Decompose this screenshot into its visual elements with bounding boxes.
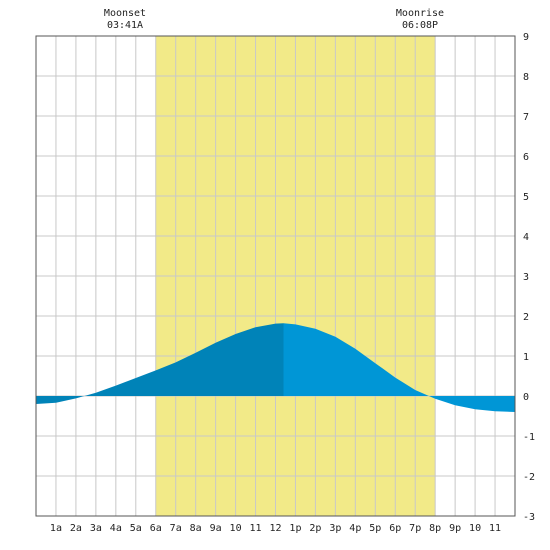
x-tick-label: 7p xyxy=(409,523,421,534)
x-tick-label: 8a xyxy=(190,523,202,534)
tide-area-falling xyxy=(283,323,515,412)
y-tick-label: 2 xyxy=(523,312,529,323)
moonset-label: Moonset xyxy=(104,8,146,19)
x-tick-label: 11 xyxy=(489,523,501,534)
x-tick-label: 4p xyxy=(349,523,361,534)
y-tick-label: -2 xyxy=(523,472,535,483)
y-tick-label: 0 xyxy=(523,392,529,403)
grid xyxy=(36,35,515,517)
x-tick-label: 6a xyxy=(150,523,162,534)
x-tick-label: 4a xyxy=(110,523,122,534)
tide-area-rising xyxy=(36,323,284,404)
moonset-time: 03:41A xyxy=(107,20,143,31)
y-tick-label: -3 xyxy=(523,512,535,523)
plot-frame xyxy=(35,35,516,517)
plot-border xyxy=(35,35,516,517)
tide-area xyxy=(36,323,515,412)
moonrise-annotation: Moonrise 06:08P xyxy=(396,8,444,31)
x-tick-label: 9a xyxy=(210,523,222,534)
x-tick-label: 1a xyxy=(50,523,62,534)
x-tick-label: 5a xyxy=(130,523,142,534)
x-tick-label: 2p xyxy=(309,523,321,534)
y-tick-label: 6 xyxy=(523,152,529,163)
moonrise-label: Moonrise xyxy=(396,8,444,19)
x-tick-label: 3a xyxy=(90,523,102,534)
x-tick-label: 3p xyxy=(329,523,341,534)
y-axis-ticks: -3 -2 -1 0 1 2 3 4 5 6 7 8 9 xyxy=(523,32,535,523)
x-axis-ticks: 1a 2a 3a 4a 5a 6a 7a 8a 9a 10 11 12 1p 2p 3p 4p 5p 6p 7p 8p… xyxy=(50,523,501,534)
x-tick-label: 7a xyxy=(170,523,182,534)
x-tick-label: 9p xyxy=(449,523,461,534)
y-tick-label: 3 xyxy=(523,272,529,283)
moonrise-time: 06:08P xyxy=(402,20,438,31)
x-tick-label: 6p xyxy=(389,523,401,534)
x-tick-label: 10 xyxy=(469,523,481,534)
x-tick-label: 12 xyxy=(269,523,281,534)
x-tick-label: 8p xyxy=(429,523,441,534)
moonset-annotation: Moonset 03:41A xyxy=(104,8,146,31)
y-tick-label: 7 xyxy=(523,112,529,123)
x-tick-label: 11 xyxy=(250,523,262,534)
y-tick-label: 9 xyxy=(523,32,529,43)
y-tick-label: 8 xyxy=(523,72,529,83)
x-tick-label: 10 xyxy=(230,523,242,534)
x-tick-label: 2a xyxy=(70,523,82,534)
y-tick-label: 4 xyxy=(523,232,529,243)
y-tick-label: 5 xyxy=(523,192,529,203)
x-tick-label: 5p xyxy=(369,523,381,534)
y-tick-label: 1 xyxy=(523,352,529,363)
y-tick-label: -1 xyxy=(523,432,535,443)
x-tick-label: 1p xyxy=(289,523,301,534)
